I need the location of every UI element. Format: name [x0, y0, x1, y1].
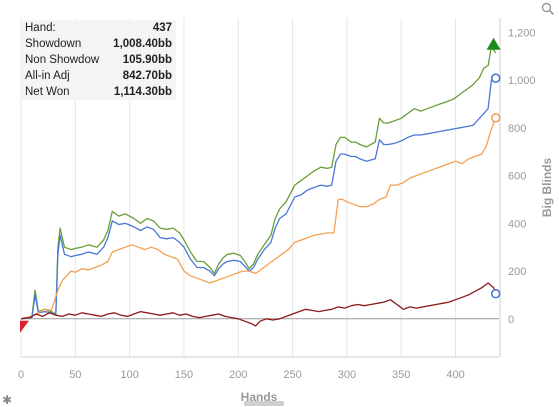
series-end-marker-3 — [490, 288, 501, 299]
series-end-marker-2 — [490, 112, 501, 123]
gear-icon[interactable]: ✱ — [2, 393, 13, 407]
y-tick-label: 800 — [508, 123, 526, 135]
series-line-0 — [20, 45, 497, 320]
y-tick-label: 1,000 — [508, 75, 536, 87]
series-line-2 — [20, 117, 497, 320]
x-tick-label: 200 — [229, 369, 247, 381]
stat-label: Showdown — [25, 38, 82, 50]
x-axis-label: Hands — [241, 390, 278, 404]
y-tick-label: 200 — [508, 266, 526, 278]
stat-value: 1,008.40bb — [113, 38, 172, 50]
stat-label: Non Showdow — [25, 54, 100, 66]
x-tick-label: 250 — [283, 369, 301, 381]
stat-value: 1,114.30bb — [113, 86, 172, 98]
stat-label: Hand: — [25, 22, 56, 34]
y-axis-label: Big Blinds — [540, 158, 554, 218]
y-tick-label: 400 — [508, 218, 526, 230]
end-marker-triangle — [486, 37, 501, 50]
stat-value: 842.70bb — [122, 70, 172, 82]
y-tick-label: 1,200 — [508, 27, 536, 39]
series-line-1 — [20, 77, 496, 320]
y-tick-label: 0 — [508, 314, 514, 326]
x-tick-label: 400 — [446, 369, 464, 381]
stat-value: 437 — [152, 22, 172, 34]
series-line-3 — [20, 282, 497, 327]
x-tick-label: 0 — [18, 369, 24, 381]
stat-row-allin-adj: All-in Adj 842.70bb — [22, 68, 176, 84]
x-tick-label: 300 — [338, 369, 356, 381]
y-tick-label: 600 — [508, 171, 526, 183]
stat-row-net-won: Net Won 1,114.30bb — [22, 84, 176, 100]
stat-label: All-in Adj — [25, 70, 70, 82]
stats-panel: Hand: 437 Showdown 1,008.40bb Non Showdo… — [22, 20, 176, 100]
stat-row-showdown: Showdown 1,008.40bb — [22, 36, 176, 52]
x-tick-label: 50 — [69, 369, 81, 381]
x-tick-label: 150 — [175, 369, 193, 381]
zoom-icon[interactable] — [541, 2, 555, 21]
series-end-marker-1 — [490, 73, 501, 83]
stat-value: 105.90bb — [122, 54, 172, 66]
horizontal-scrollbar[interactable] — [244, 401, 284, 406]
stat-row-hand: Hand: 437 — [22, 20, 176, 36]
stat-row-non-showdown: Non Showdow 105.90bb — [22, 52, 176, 68]
x-tick-label: 100 — [120, 369, 138, 381]
start-marker-triangle — [20, 320, 29, 333]
x-tick-label: 350 — [392, 369, 410, 381]
stat-label: Net Won — [25, 86, 70, 98]
